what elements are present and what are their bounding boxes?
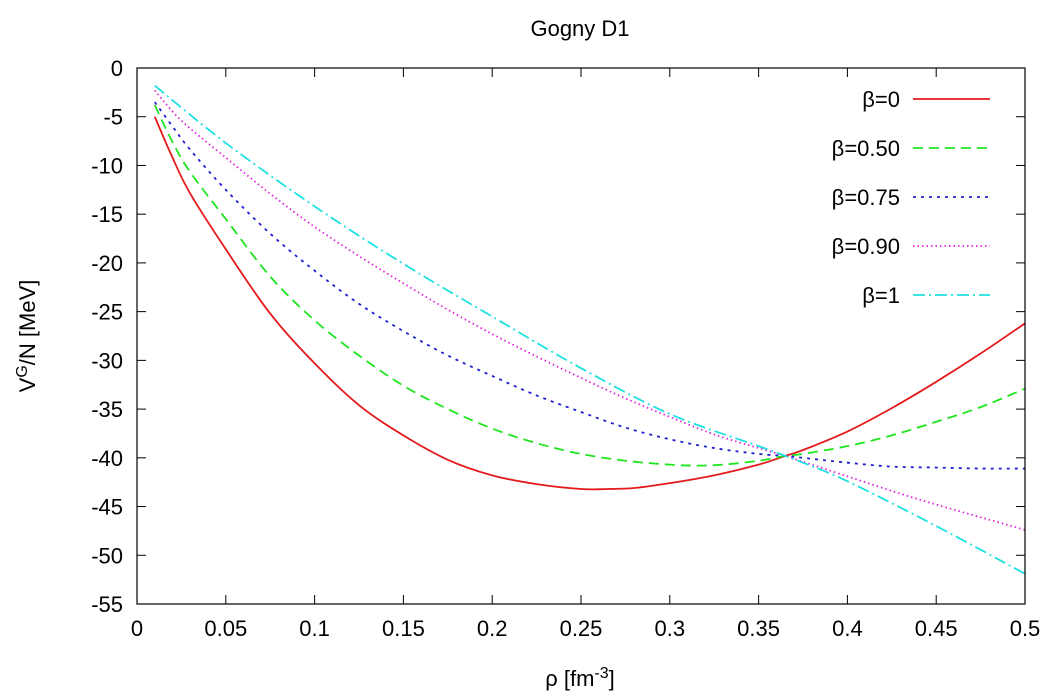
legend-label-3: β=0.90 <box>832 234 900 259</box>
y-axis-label-tail: /N [MeV] <box>15 280 40 366</box>
x-tick-label: 0.25 <box>560 616 603 641</box>
x-axis-label: ρ [fm-3] <box>545 665 615 692</box>
y-tick-label: -50 <box>91 543 123 568</box>
y-tick-label: -25 <box>91 300 123 325</box>
y-tick-label: -10 <box>91 153 123 178</box>
series-line-4 <box>154 84 1026 575</box>
plot-frame <box>136 67 1026 605</box>
y-axis-label: VG/N [MeV] <box>14 280 41 393</box>
x-axis-label-base: ρ [fm <box>545 666 594 691</box>
x-tick-label: 0.3 <box>655 616 686 641</box>
y-tick-label: -35 <box>91 397 123 422</box>
x-tick-label: 0.35 <box>737 616 780 641</box>
legend-label-0: β=0 <box>862 87 900 112</box>
series-line-0 <box>153 116 1026 491</box>
legend-label-1: β=0.50 <box>832 136 900 161</box>
x-tick-label: 0.5 <box>1010 616 1041 641</box>
x-tick-label: 0.2 <box>477 616 508 641</box>
y-tick-label: -55 <box>91 592 123 617</box>
x-tick-label: 0.45 <box>915 616 958 641</box>
y-tick-label: -15 <box>91 202 123 227</box>
x-tick-label: 0 <box>131 616 143 641</box>
series-group <box>153 84 1026 575</box>
series-line-2 <box>154 101 1026 470</box>
chart-title: Gogny D1 <box>530 16 629 41</box>
legend-label-4: β=1 <box>862 283 900 308</box>
legend: β=0 β=0.50 β=0.75 β=0.90 β=1 <box>832 87 990 308</box>
y-tick-label: -30 <box>91 348 123 373</box>
y-tick-label: -40 <box>91 446 123 471</box>
x-tick-label: 0.05 <box>204 616 247 641</box>
x-tick-label: 0.15 <box>382 616 425 641</box>
x-axis-label-tail: ] <box>609 666 615 691</box>
x-tick-label: 0.4 <box>832 616 863 641</box>
y-axis-label-sup: G <box>14 365 31 377</box>
y-axis-label-base: V <box>15 377 40 392</box>
ticks-group: 0 0.05 0.1 0.15 0.2 0.25 0.3 0.35 0.4 0.45 0.5 0 -5 -… <box>91 56 1040 641</box>
y-tick-label: -45 <box>91 495 123 520</box>
legend-label-2: β=0.75 <box>832 185 900 210</box>
y-tick-label: -20 <box>91 251 123 276</box>
x-tick-label: 0.1 <box>299 616 330 641</box>
series-line-1 <box>153 104 1026 467</box>
x-axis-label-sup: -3 <box>594 665 608 682</box>
y-tick-label: 0 <box>111 56 123 81</box>
y-tick-label: -5 <box>103 105 123 130</box>
